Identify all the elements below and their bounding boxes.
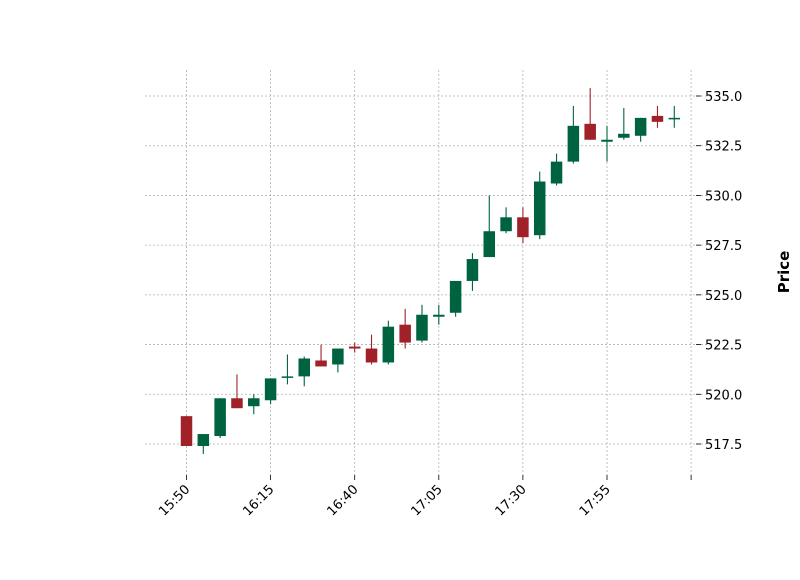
- candle-body: [584, 123, 596, 140]
- candle: [550, 153, 563, 186]
- candle: [382, 320, 395, 365]
- candle: [466, 253, 479, 291]
- candle-body: [466, 259, 479, 281]
- candle-body: [365, 348, 378, 363]
- candle-body: [399, 324, 411, 343]
- candle: [365, 334, 378, 365]
- x-tick-label: 17:30: [493, 482, 530, 519]
- candle-body: [348, 346, 361, 349]
- candle: [248, 394, 260, 415]
- candle: [634, 117, 647, 142]
- candle: [567, 105, 580, 164]
- candle: [332, 348, 344, 373]
- candle: [500, 207, 512, 234]
- candle-layer: [180, 88, 681, 454]
- candle: [517, 207, 529, 244]
- y-tick-label: 530.0: [705, 189, 742, 204]
- candle: [433, 304, 445, 325]
- candle-body: [332, 348, 344, 365]
- candle: [399, 308, 411, 349]
- candle-body: [248, 398, 260, 407]
- candle: [348, 342, 361, 353]
- candle: [668, 105, 681, 128]
- candle: [231, 374, 243, 409]
- y-tick-label: 525.0: [705, 289, 742, 304]
- candle: [483, 195, 496, 258]
- candle: [601, 125, 613, 162]
- candle-body: [618, 133, 630, 138]
- candle: [584, 88, 596, 140]
- y-tick-label: 527.5: [705, 239, 742, 254]
- x-tick-label: 17:05: [409, 482, 446, 519]
- candle-body: [550, 161, 563, 184]
- candle: [651, 105, 664, 128]
- candle-body: [433, 314, 445, 317]
- candle: [533, 171, 546, 240]
- candle-body: [298, 358, 310, 377]
- y-tick-label: 522.5: [705, 339, 742, 354]
- candle-body: [281, 376, 294, 378]
- candle: [214, 398, 226, 439]
- candle-body: [416, 314, 428, 341]
- candle-body: [315, 360, 327, 367]
- y-tick-label: 517.5: [705, 438, 742, 453]
- y-tick-label: 520.0: [705, 388, 742, 403]
- candle: [416, 304, 428, 343]
- x-tick-label: 15:50: [156, 482, 193, 519]
- grid-layer: [145, 70, 710, 475]
- y-tick-label: 532.5: [705, 140, 742, 155]
- candle: [618, 107, 630, 140]
- candle-body: [567, 125, 580, 162]
- axis-layer: 517.5 520.0 522.5 525.0 527.5 530.0 532.5 535.0…: [156, 90, 742, 519]
- candle: [449, 280, 462, 317]
- candle-body: [533, 181, 546, 236]
- candle: [281, 354, 294, 385]
- candle: [298, 356, 310, 387]
- x-tick-label: 17:55: [577, 482, 614, 519]
- x-tick-label: 16:40: [324, 482, 361, 519]
- candle: [315, 344, 327, 367]
- candle-body: [449, 280, 462, 313]
- candle: [264, 378, 277, 405]
- candle-body: [483, 231, 496, 258]
- candle-body: [214, 398, 226, 437]
- candle-body: [651, 115, 664, 122]
- candle-body: [500, 217, 512, 232]
- candle-body: [382, 326, 395, 363]
- candle-body: [668, 117, 681, 120]
- candle-body: [180, 416, 193, 446]
- candle-body: [197, 434, 210, 446]
- y-tick-label: 535.0: [705, 90, 742, 105]
- candle-body: [517, 217, 529, 238]
- candle: [180, 416, 193, 446]
- candle: [197, 434, 210, 454]
- y-axis-title: Price: [775, 251, 793, 294]
- candle-body: [601, 139, 613, 142]
- candle-body: [264, 378, 277, 401]
- candle-body: [634, 117, 647, 136]
- x-tick-label: 16:15: [240, 482, 277, 519]
- candle-body: [231, 398, 243, 409]
